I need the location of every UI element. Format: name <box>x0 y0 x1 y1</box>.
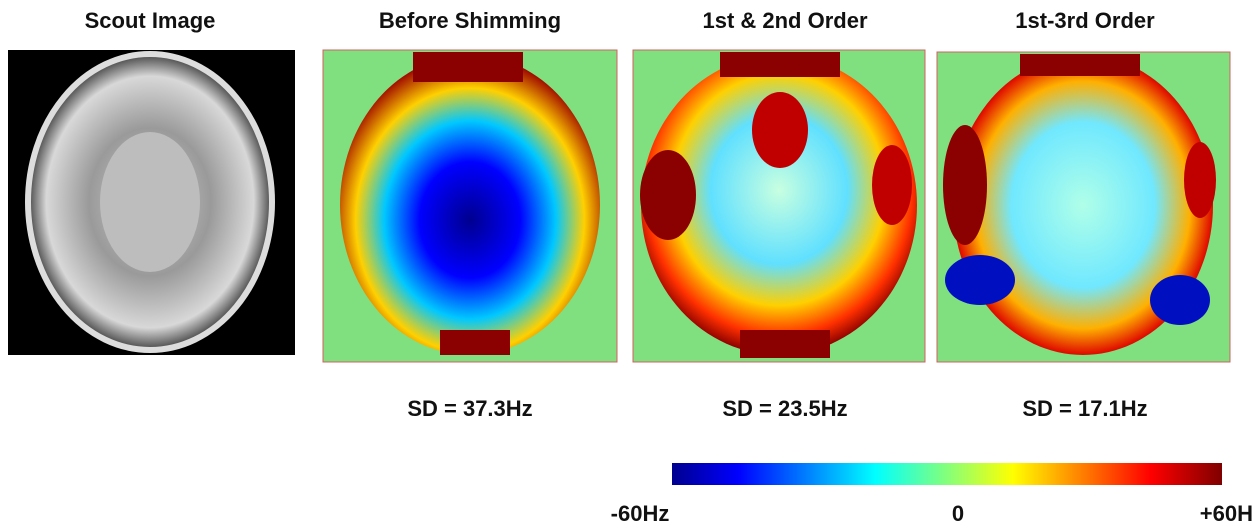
sd-label: SD = 23.5Hz <box>722 396 847 421</box>
field-map <box>633 50 925 362</box>
sd-label: SD = 37.3Hz <box>407 396 532 421</box>
colorbar-label: -60Hz <box>611 501 670 526</box>
colorbar-label: +60H <box>1200 501 1253 526</box>
scout-image <box>8 50 295 355</box>
panel-title: Before Shimming <box>379 8 561 33</box>
panel-title: 1st & 2nd Order <box>702 8 867 33</box>
sd-label: SD = 17.1Hz <box>1022 396 1147 421</box>
panel-title: Scout Image <box>85 8 216 33</box>
field-map <box>937 52 1230 362</box>
panel-title: 1st-3rd Order <box>1015 8 1155 33</box>
figure: Scout Image Before Shimming 1st & 2nd Or… <box>0 0 1255 529</box>
colorbar-label: 0 <box>952 501 964 526</box>
colorbar <box>672 463 1222 485</box>
field-map <box>323 50 617 362</box>
